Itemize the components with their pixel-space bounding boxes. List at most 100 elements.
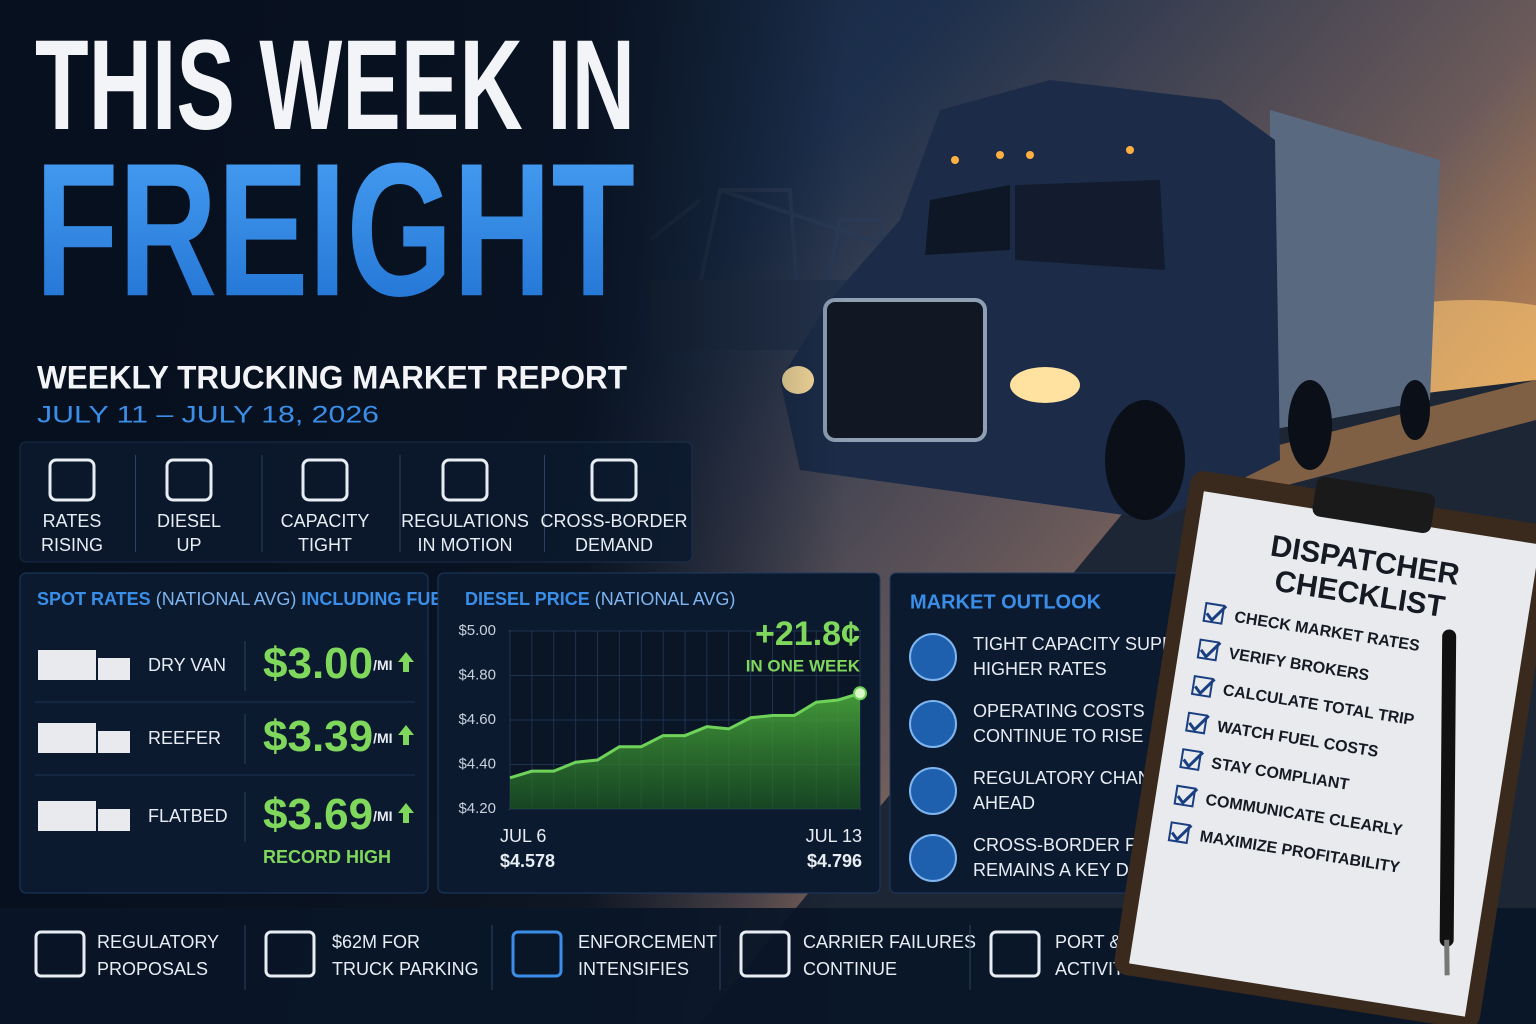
- checkbox: [1202, 601, 1226, 625]
- decoration: $4.20 $4.40 $4.60 $4.80 $5.00 JUL 6 JUL 13 $4.5…: [458, 615, 867, 871]
- checkbox: [1179, 748, 1203, 771]
- news-icon: [511, 930, 563, 978]
- decoration: DRY VAN $3.00/MI REEFER $3.39/MI FLATBED $3.6…: [35, 639, 415, 842]
- checkmark: [1205, 605, 1228, 623]
- news-text: CARRIER FAILURES: [803, 932, 976, 952]
- rate-unit: /MI: [373, 657, 392, 673]
- highlight-label: CAPACITY: [281, 511, 370, 531]
- checkmark: [1170, 824, 1193, 842]
- news-icon: [739, 930, 791, 978]
- trailer-icon: [38, 723, 96, 753]
- outlook-text: TIGHT CAPACITY SUPPORTS: [973, 634, 1224, 654]
- change-annotation: +21.8¢: [755, 615, 860, 653]
- outlook-icon: [909, 700, 957, 748]
- date-range: JULY 11 – JULY 18, 2026: [37, 401, 379, 428]
- end-price: $4.796: [807, 851, 862, 871]
- title-line2: FREIGHT: [35, 124, 635, 336]
- outlook-text: HIGHER RATES: [973, 659, 1107, 679]
- news-text: INTENSIFIES: [578, 959, 689, 979]
- cab-icon: [98, 658, 130, 680]
- trailer-icon: [38, 650, 96, 680]
- checkbox: [1185, 711, 1208, 735]
- up-arrow: [398, 652, 414, 672]
- rate-value: $3.00: [263, 639, 373, 688]
- highlight-icon: [165, 458, 213, 502]
- cab-icon: [98, 809, 130, 831]
- x-tick-label: JUL 13: [806, 826, 862, 846]
- outlook-icon: [909, 834, 957, 882]
- news-text: PROPOSALS: [97, 959, 208, 979]
- decoration: [1312, 477, 1436, 534]
- y-tick-label: $4.80: [458, 666, 496, 683]
- freight-type: FLATBED: [148, 806, 228, 826]
- chart-title-text: DIESEL PRICE: [465, 589, 590, 609]
- rate-unit: /MI: [373, 808, 392, 824]
- spot-title-text: SPOT RATES: [37, 589, 151, 609]
- freight-type: REEFER: [148, 728, 221, 748]
- decoration: [1129, 491, 1536, 1017]
- highlight-label: REGULATIONS: [401, 511, 529, 531]
- highlight-label: IN MOTION: [418, 535, 513, 555]
- start-price: $4.578: [500, 851, 555, 871]
- spot-suffix: INCLUDING FUEL: [301, 589, 453, 609]
- news-icon: [989, 930, 1041, 978]
- record-note: RECORD HIGH: [263, 847, 391, 867]
- highlight-icon: [48, 458, 96, 502]
- up-arrow: [398, 725, 414, 745]
- decoration: RATES RISING DIESEL UP CAPACITY TIGHT REGULATI…: [41, 455, 688, 555]
- rate-value: $3.39: [263, 712, 373, 761]
- checkmark: [1194, 678, 1216, 696]
- highlight-label: DEMAND: [575, 535, 653, 555]
- outlook-text: OPERATING COSTS: [973, 701, 1145, 721]
- highlight-label: RISING: [41, 535, 103, 555]
- rate: $3.69/MI: [263, 790, 393, 839]
- news-icon: [264, 930, 316, 978]
- rate: $3.00/MI: [263, 639, 393, 688]
- spot-qualifier: (NATIONAL AVG): [156, 589, 297, 609]
- checkmark: [1199, 641, 1222, 659]
- y-tick-label: $4.60: [458, 711, 496, 728]
- x-tick-label: JUL 6: [500, 826, 546, 846]
- title-line1: THIS WEEK IN: [35, 14, 635, 157]
- outlook-title: MARKET OUTLOOK: [910, 591, 1102, 613]
- news-text: $62M FOR: [332, 932, 420, 952]
- checkmark: [1182, 751, 1205, 769]
- y-tick-label: $4.40: [458, 755, 496, 772]
- cab-icon: [98, 731, 130, 753]
- decoration: [1439, 629, 1457, 947]
- news-text: CONTINUE: [803, 959, 897, 979]
- decoration: [1444, 939, 1450, 976]
- checkmark: [1176, 787, 1199, 806]
- outlook-icon: [909, 767, 957, 815]
- change-note: IN ONE WEEK: [746, 656, 861, 675]
- highlight-icon: [590, 458, 638, 502]
- rate: $3.39/MI: [263, 712, 393, 761]
- line: [509, 691, 861, 780]
- highlight-icon: [441, 458, 489, 502]
- news-text: TRUCK PARKING: [332, 959, 479, 979]
- trailer-icon: [38, 801, 96, 831]
- checkbox: [1173, 784, 1197, 808]
- y-tick-label: $4.20: [458, 800, 496, 817]
- subtitle: WEEKLY TRUCKING MARKET REPORT: [37, 359, 627, 395]
- chart-title: DIESEL PRICE (NATIONAL AVG): [465, 589, 735, 609]
- outlook-icon: [909, 633, 957, 681]
- y-tick-label: $5.00: [458, 622, 496, 639]
- end-point: [853, 686, 867, 701]
- news-text: REGULATORY: [97, 932, 219, 952]
- highlight-label: DIESEL: [157, 511, 221, 531]
- news-text: ENFORCEMENT: [578, 932, 717, 952]
- outlook-text: REGULATORY CHANGES: [973, 768, 1189, 788]
- chart-subtitle: (NATIONAL AVG): [595, 589, 736, 609]
- highlight-label: TIGHT: [298, 535, 352, 555]
- highlight-icon: [301, 458, 349, 502]
- highlight-label: RATES: [43, 511, 102, 531]
- area: [510, 693, 860, 809]
- outlook-text: CONTINUE TO RISE: [973, 726, 1143, 746]
- checkbox: [1190, 675, 1214, 698]
- spot-title: SPOT RATES (NATIONAL AVG) INCLUDING FUEL: [37, 589, 453, 609]
- highlight-label: CROSS-BORDER: [540, 511, 687, 531]
- decoration: REGULATORY PROPOSALS $62M FOR TRUCK PARKING…: [34, 925, 1218, 990]
